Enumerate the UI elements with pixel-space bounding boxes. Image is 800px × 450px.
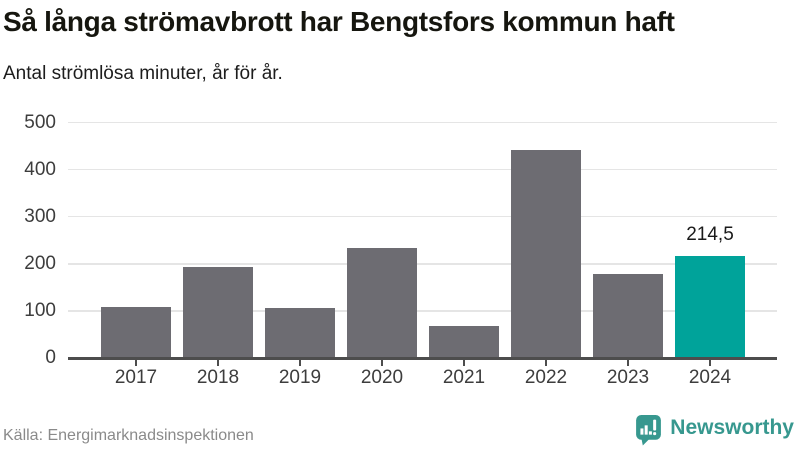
x-tick-2020 — [381, 360, 383, 366]
x-tick-label: 2017 — [114, 367, 158, 388]
bar-2018 — [183, 267, 253, 357]
bar-2017 — [101, 306, 171, 357]
brand-text: Newsworthy — [670, 416, 794, 439]
gridline-100 — [68, 310, 777, 312]
bar-2022 — [511, 149, 581, 357]
bar-2023 — [593, 273, 663, 357]
y-tick-label: 400 — [24, 158, 56, 180]
x-tick-label: 2023 — [606, 367, 650, 388]
page-title: Så långa strömavbrott har Bengtsfors kom… — [3, 6, 675, 37]
value-label: 214,5 — [686, 223, 734, 245]
x-tick-2021 — [463, 360, 465, 366]
gridline-300 — [68, 215, 777, 218]
y-tick-label: 300 — [24, 205, 56, 227]
x-tick-2018 — [217, 360, 219, 366]
x-tick-label: 2020 — [360, 367, 404, 388]
gridline-200 — [68, 263, 777, 265]
page-subtitle: Antal strömlösa minuter, år för år. — [3, 63, 283, 84]
source-text: Källa: Energimarknadsinspektionen — [3, 427, 254, 444]
y-tick-label: 200 — [24, 252, 56, 274]
bar-2024 — [675, 255, 745, 357]
gridline-400 — [68, 168, 777, 171]
x-tick-2019 — [299, 360, 301, 366]
x-tick-label: 2018 — [196, 367, 240, 388]
x-tick-2023 — [627, 360, 629, 366]
x-tick-2024 — [709, 360, 711, 366]
newsworthy-speech-bubble-chart-icon — [636, 414, 662, 446]
bar-2020 — [347, 248, 417, 357]
y-tick-label: 500 — [24, 111, 56, 133]
newsworthy-logo: Newsworthy — [636, 414, 794, 446]
x-tick-label: 2022 — [524, 367, 568, 388]
bar-2021 — [429, 325, 499, 357]
gridline-500 — [68, 121, 777, 124]
bar-2019 — [265, 308, 335, 357]
y-tick-label: 0 — [45, 347, 56, 368]
x-tick-2022 — [545, 360, 547, 366]
y-tick-label: 100 — [24, 299, 56, 321]
x-axis-line — [68, 357, 777, 360]
x-tick-label: 2024 — [688, 367, 732, 388]
x-tick-label: 2021 — [442, 367, 486, 388]
x-tick-2017 — [135, 360, 137, 366]
x-tick-label: 2019 — [278, 367, 322, 388]
